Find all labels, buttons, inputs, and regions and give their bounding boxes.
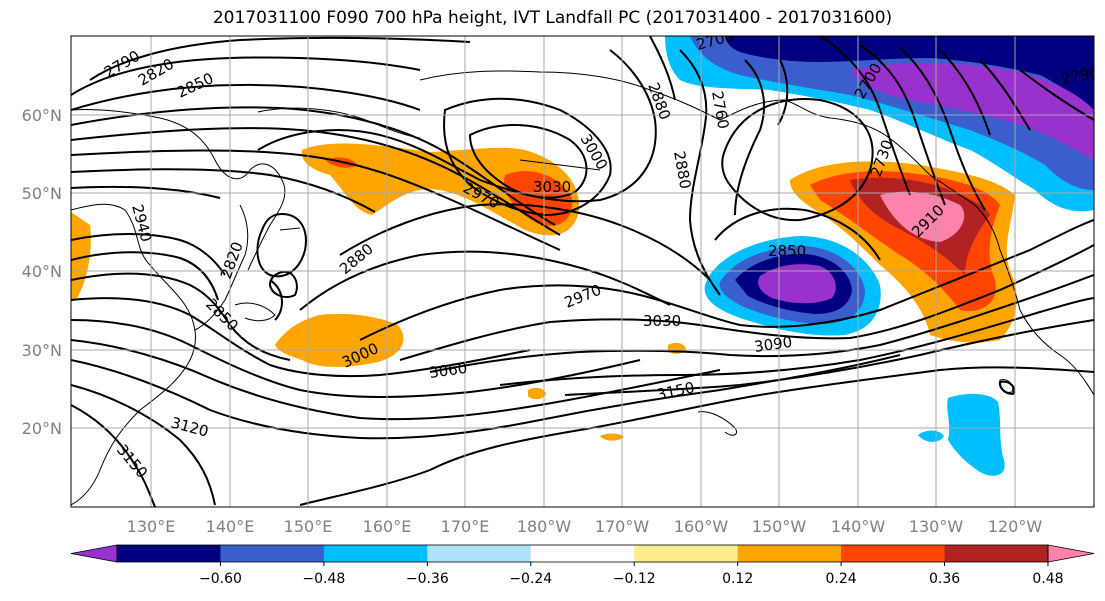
colorbar-tick-label: 0.12 (722, 571, 753, 587)
lon-label: 140°W (831, 517, 886, 536)
contour-label: 3060 (428, 359, 468, 382)
colorbar-tick-label: 0.36 (929, 571, 960, 587)
lon-label: 160°W (674, 517, 729, 536)
lon-label: 170°E (441, 517, 490, 536)
lon-label: 150°W (752, 517, 807, 536)
colorbar-extend-max (1047, 544, 1095, 563)
colorbar-extend-min (70, 544, 118, 563)
lon-label: 170°W (595, 517, 650, 536)
colorbar-segment (427, 545, 532, 562)
colorbar-segment (737, 545, 842, 562)
contour-label: 3090 (753, 333, 793, 356)
lon-label: 130°E (127, 517, 176, 536)
lon-label: 120°W (988, 517, 1043, 536)
colorbar-tick-label: −0.24 (509, 571, 552, 587)
lat-label: 40°N (22, 262, 62, 281)
map-frame (70, 35, 1095, 508)
graticule (71, 36, 1094, 507)
height-contours (71, 36, 1094, 507)
colorbar-frame (116, 544, 1049, 563)
colorbar-tick-label: −0.36 (406, 571, 449, 587)
colorbar-tick-label: 0.48 (1032, 571, 1063, 587)
contour-label: 3030 (533, 178, 571, 196)
latitude-labels: 60°N 50°N 40°N 30°N 20°N (22, 106, 62, 438)
colorbar-tick-label: −0.48 (302, 571, 345, 587)
colorbar-tick-label: 0.24 (826, 571, 857, 587)
lat-label: 30°N (22, 341, 62, 360)
colorbar-tick-label: −0.60 (199, 571, 242, 587)
lon-label: 160°E (363, 517, 412, 536)
lon-label: 140°E (206, 517, 255, 536)
lat-label: 60°N (22, 106, 62, 125)
contour-label: 2850 (768, 242, 806, 260)
lon-label: 150°E (284, 517, 333, 536)
colorbar-segment (530, 545, 635, 562)
lon-label: 180°W (517, 517, 572, 536)
colorbar-segment (944, 545, 1049, 562)
contour-label: 3030 (643, 312, 681, 330)
colorbar-segment (117, 545, 221, 562)
colorbar-segment (220, 545, 325, 562)
colorbar-segment (634, 545, 739, 562)
colorbar: −0.60 −0.48 −0.36 −0.24 −0.12 0.12 0.24 0.36 0.4… (70, 544, 1095, 587)
colorbar-segment (841, 545, 946, 562)
colorbar-segment (323, 545, 428, 562)
longitude-labels: 130°E 140°E 150°E 160°E 170°E 180°W 170°… (127, 517, 1043, 536)
lon-label: 130°W (909, 517, 964, 536)
map-title: 2017031100 F090 700 hPa height, IVT Land… (212, 8, 893, 28)
lat-label: 50°N (22, 184, 62, 203)
lat-label: 20°N (22, 419, 62, 438)
colorbar-tick-label: −0.12 (613, 571, 656, 587)
